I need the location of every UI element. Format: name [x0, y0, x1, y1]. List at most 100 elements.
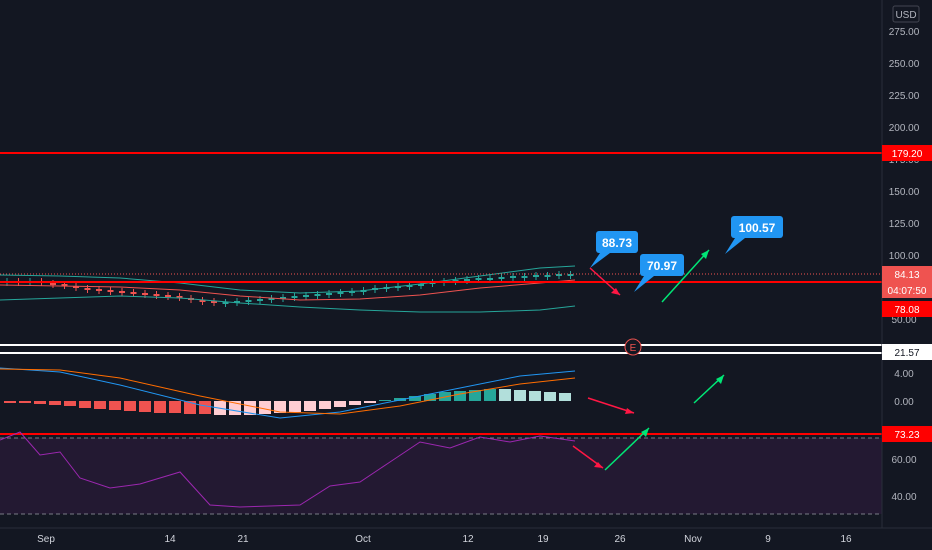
candle-body	[176, 296, 183, 298]
macd-bar	[514, 390, 526, 401]
macd-bar	[499, 389, 511, 401]
rsi-tick-label: 60.00	[891, 455, 916, 466]
rsi-line	[0, 431, 576, 508]
callout-pointer	[590, 253, 610, 268]
resistance-badge	[882, 145, 932, 161]
candle-body	[510, 276, 516, 278]
macd-bar	[199, 401, 211, 414]
callout-100[interactable]: 100.57	[725, 216, 783, 254]
rsi-pane[interactable]	[0, 431, 882, 515]
time-tick-label: Oct	[355, 534, 371, 545]
macd-line	[0, 367, 576, 419]
time-tick-label: 26	[614, 534, 626, 545]
candle-body	[50, 283, 56, 285]
candle-body	[498, 277, 505, 279]
macd-bar	[424, 394, 436, 401]
candle-body	[130, 292, 137, 294]
time-tick-label: Nov	[684, 534, 702, 545]
candle-body	[303, 295, 309, 297]
candle-body	[61, 284, 68, 286]
candle-body	[567, 274, 574, 276]
red-arrow[interactable]	[589, 267, 621, 296]
callout-pointer	[725, 238, 745, 254]
candle-body	[280, 297, 286, 299]
callout-70[interactable]: 70.97	[634, 254, 684, 292]
candle-body	[165, 295, 171, 297]
macd-bar	[139, 401, 151, 412]
callout-label: 100.57	[739, 221, 776, 235]
macd-bar	[34, 401, 46, 404]
earnings-circle	[624, 338, 642, 356]
candle-body	[84, 288, 91, 290]
candle-body	[349, 291, 355, 293]
time-tick-label: 16	[840, 534, 852, 545]
time-tick-label: 12	[462, 534, 474, 545]
candle-body	[119, 291, 125, 293]
macd-bar	[79, 401, 91, 408]
red-arrow[interactable]	[572, 445, 604, 469]
red-arrow[interactable]	[587, 397, 635, 414]
price-axis[interactable]: USD 275.00250.00225.00200.00175.00150.00…	[881, 0, 932, 528]
candle-body	[153, 294, 160, 296]
callout-box	[640, 254, 684, 276]
price-tick-label: 200.00	[889, 123, 920, 134]
price-pane[interactable]	[0, 152, 882, 313]
macd-bar	[559, 393, 571, 401]
time-tick-label: Sep	[37, 534, 55, 545]
macd-bar	[169, 401, 181, 413]
macd-bar	[154, 401, 166, 413]
earnings-marker[interactable]: E	[624, 338, 642, 356]
earnings-label: E	[630, 343, 637, 354]
macd-bar	[544, 392, 556, 401]
green-arrow[interactable]	[693, 374, 725, 404]
candle-body	[107, 290, 114, 292]
candle-body	[245, 300, 252, 302]
separator-value: 21.57	[894, 348, 919, 359]
candle-body	[556, 274, 562, 276]
candle-body	[234, 301, 240, 303]
candle-body	[418, 284, 424, 286]
price-tick-label: 250.00	[889, 59, 920, 70]
macd-bar	[124, 401, 136, 411]
candle-body	[199, 300, 206, 302]
macd-bar	[49, 401, 61, 405]
support-value: 78.08	[894, 305, 919, 316]
candle-body	[73, 286, 79, 288]
candle-body	[406, 285, 413, 287]
candle-body	[475, 278, 482, 280]
macd-lines	[0, 367, 576, 419]
countdown-badge	[882, 282, 932, 298]
green-arrow[interactable]	[604, 427, 650, 471]
signal-line	[0, 368, 576, 415]
macd-bar	[244, 401, 256, 415]
price-tick-label: 275.00	[889, 27, 920, 38]
support-badge	[882, 301, 932, 317]
callout-box	[731, 216, 783, 238]
callout-label: 70.97	[647, 259, 677, 273]
macd-tick-label: 0.00	[894, 397, 914, 408]
macd-bar	[19, 401, 31, 403]
macd-bar	[484, 389, 496, 401]
candle-body	[464, 279, 470, 281]
green-arrow[interactable]	[661, 249, 710, 303]
lower-band	[0, 295, 576, 313]
macd-bar	[409, 396, 421, 401]
macd-bar	[469, 390, 481, 401]
candle-body	[257, 299, 263, 301]
candle-body	[268, 298, 275, 300]
macd-bar	[94, 401, 106, 409]
price-tick-label: 125.00	[889, 219, 920, 230]
time-ticks: Sep 14 21 Oct 12 19 26 Nov 9 16	[37, 534, 852, 545]
candle-body	[142, 293, 148, 295]
price-tick-label: 225.00	[889, 91, 920, 102]
macd-tick-label: 4.00	[894, 369, 914, 380]
macd-bar	[379, 400, 391, 401]
time-axis[interactable]: Sep 14 21 Oct 12 19 26 Nov 9 16	[0, 527, 932, 550]
macd-pane[interactable]	[0, 367, 576, 419]
currency-button[interactable]	[892, 5, 920, 23]
rsi-value: 73.23	[894, 430, 919, 441]
drawn-arrows[interactable]	[572, 249, 725, 471]
callout-88[interactable]: 88.73	[590, 231, 638, 268]
